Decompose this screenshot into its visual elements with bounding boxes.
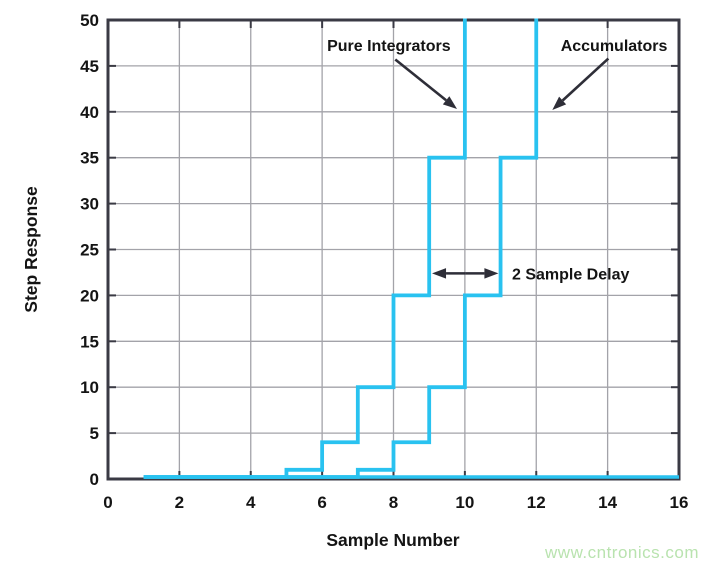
annotation-0: Pure Integrators: [327, 38, 458, 110]
plot-border: [106, 18, 681, 481]
y-tick-label: 40: [80, 103, 99, 122]
grid-lines: [108, 20, 679, 479]
x-tick-label: 2: [175, 493, 184, 512]
y-tick-label: 25: [80, 241, 99, 260]
annotations: Pure Integrators Accumulators 2 Sample Del…: [327, 38, 667, 284]
pointer-arrow-head: [552, 96, 567, 110]
pointer-arrow-line: [394, 58, 447, 102]
annotation-label: Pure Integrators: [327, 38, 451, 55]
annotation-1: Accumulators: [552, 38, 667, 110]
y-tick-label: 45: [80, 57, 99, 76]
annotation-label: 2 Sample Delay: [512, 266, 630, 283]
series-accumulators: [143, 18, 539, 479]
y-tick-label: 5: [90, 424, 99, 443]
x-tick-label: 12: [527, 493, 546, 512]
y-tick-label: 35: [80, 149, 99, 168]
y-tick-label: 0: [90, 470, 99, 489]
x-tick-label: 14: [598, 493, 617, 512]
pointer-arrow-head: [442, 96, 458, 110]
x-tick-label: 8: [389, 493, 398, 512]
y-axis-title: Step Response: [21, 186, 41, 313]
x-tick-label: 0: [103, 493, 112, 512]
x-tick-label: 16: [670, 493, 689, 512]
y-tick-label: 20: [80, 286, 99, 305]
x-tick-label: 4: [246, 493, 256, 512]
series-lines: [143, 18, 679, 479]
y-tick-label: 15: [80, 332, 99, 351]
annotation-label: Accumulators: [561, 38, 668, 55]
plot-box: [106, 18, 681, 481]
series-pure-integrators: [143, 18, 467, 479]
y-tick-label: 10: [80, 378, 99, 397]
delay-arrow-right-head: [484, 268, 499, 279]
x-tick-label: 6: [317, 493, 326, 512]
annotation-2: 2 Sample Delay: [432, 266, 629, 283]
y-tick-label: 50: [80, 11, 99, 30]
delay-arrow-left-head: [432, 268, 447, 279]
pointer-arrow-line: [561, 57, 610, 102]
axis-labels: Sample Number Step Response 0 2 4 6 8 10 12 14 1…: [21, 11, 688, 550]
y-tick-label: 30: [80, 195, 99, 214]
watermark-text: www.cntronics.com: [545, 543, 699, 562]
x-axis-title: Sample Number: [326, 530, 459, 550]
x-tick-label: 10: [455, 493, 474, 512]
